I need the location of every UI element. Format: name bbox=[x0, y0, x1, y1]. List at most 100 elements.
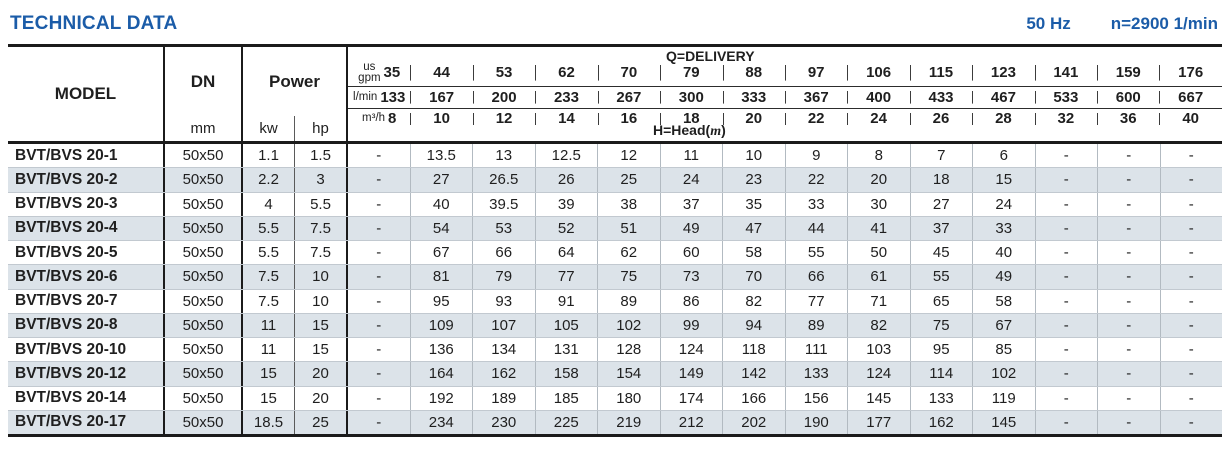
head-value-cell: 8 bbox=[847, 144, 910, 168]
flow-value: 106 bbox=[866, 64, 892, 81]
delivery-label-row: Q=DELIVERY bbox=[348, 47, 1222, 64]
hp-cell: 5.5 bbox=[295, 192, 348, 216]
head-value-cell: 58 bbox=[722, 241, 785, 265]
flow-value: 88 bbox=[745, 64, 763, 81]
flow-value: 267 bbox=[616, 88, 642, 106]
head-value-cell: 66 bbox=[784, 265, 848, 289]
flow-value: 10 bbox=[433, 110, 450, 127]
head-value-cell: 99 bbox=[659, 313, 723, 337]
flow-value: 44 bbox=[433, 64, 450, 81]
head-value-cell: 77 bbox=[534, 265, 598, 289]
flow-value-cell: 32 bbox=[1034, 108, 1098, 129]
flow-value: 14 bbox=[558, 110, 575, 127]
head-value-cell: 9 bbox=[784, 144, 848, 168]
head-value-cell: 162 bbox=[909, 410, 973, 434]
flow-value: 40 bbox=[1182, 110, 1200, 127]
head-value-cell: 65 bbox=[909, 289, 973, 313]
delivery-header-section: Q=DELIVERY us gpm 35 44 53 62 70 79 88 97 106 115 1… bbox=[348, 47, 1222, 141]
head-value-cell: 53 bbox=[472, 216, 535, 240]
flow-unit-label: l/min bbox=[353, 90, 378, 103]
dn-cell: 50x50 bbox=[165, 338, 243, 362]
model-column-header: MODEL bbox=[8, 47, 165, 141]
head-value-cell: - bbox=[376, 316, 382, 334]
dn-cell: 50x50 bbox=[165, 410, 243, 434]
head-value-cell: 190 bbox=[784, 410, 848, 434]
head-value-cell: 49 bbox=[972, 265, 1035, 289]
head-value-cell: 30 bbox=[847, 192, 910, 216]
flow-value: 35 bbox=[383, 64, 401, 81]
head-value-cell: 55 bbox=[909, 265, 973, 289]
hp-cell: 7.5 bbox=[295, 216, 348, 240]
flow-value-cell: 159 bbox=[1097, 59, 1160, 86]
head-value-cell: 174 bbox=[659, 386, 723, 410]
flow-value: 26 bbox=[932, 110, 950, 127]
head-value-cell: 177 bbox=[847, 410, 910, 434]
head-value-cell: 25 bbox=[597, 168, 660, 192]
page-header: TECHNICAL DATA 50 Hz n=2900 1/min bbox=[10, 13, 1218, 35]
flow-value-cell: 70 bbox=[597, 59, 661, 86]
head-value-cell: 13.5 bbox=[409, 144, 473, 168]
head-value-cell: 156 bbox=[784, 386, 848, 410]
flow-value: 53 bbox=[495, 64, 513, 81]
dn-cell: 50x50 bbox=[165, 168, 243, 192]
head-value-cell: 49 bbox=[659, 216, 723, 240]
head-value-cell: 40 bbox=[409, 192, 473, 216]
flow-value: 176 bbox=[1178, 64, 1204, 81]
head-value-cell: - bbox=[376, 268, 382, 286]
head-value-cell: 133 bbox=[909, 386, 973, 410]
head-value-cell: 119 bbox=[972, 386, 1035, 410]
head-value-cell: 85 bbox=[972, 338, 1035, 362]
flow-value-cell: 467 bbox=[972, 86, 1035, 108]
head-value-cell: - bbox=[1034, 192, 1098, 216]
head-value-cell: 7 bbox=[909, 144, 973, 168]
flow-value: 36 bbox=[1119, 110, 1137, 127]
head-value-cell: - bbox=[1034, 362, 1098, 386]
dn-cell: 50x50 bbox=[165, 192, 243, 216]
flow-unit-label: us gpm bbox=[358, 61, 381, 84]
head-value-cell: - bbox=[1159, 144, 1223, 168]
head-value-cell: - bbox=[1034, 338, 1098, 362]
head-value-cell: - bbox=[1159, 410, 1223, 434]
table-row: BVT/BVS 20-7 50x50 7.5 10 - 95 93 91 89 86 82 77 71 6… bbox=[8, 289, 1223, 314]
table-row: BVT/BVS 20-10 50x50 11 15-136 134 131 128 124 11… bbox=[8, 338, 1223, 363]
head-value-cell: - bbox=[1159, 362, 1223, 386]
head-value-cell: 128 bbox=[597, 338, 660, 362]
flow-value-cell: 10 bbox=[410, 108, 473, 129]
flow-value-cell: 53 bbox=[472, 59, 536, 86]
head-value-cell: - bbox=[1159, 338, 1223, 362]
flow-value-cell: 267 bbox=[597, 86, 661, 108]
head-value-cell: - bbox=[1034, 216, 1098, 240]
dn-column-header: DN mm bbox=[165, 47, 243, 141]
flow-value: 300 bbox=[678, 88, 704, 106]
head-value-cell: - bbox=[1034, 241, 1098, 265]
flow-value: 12 bbox=[495, 110, 513, 127]
head-value-cell: 27 bbox=[909, 192, 973, 216]
flow-value: 533 bbox=[1053, 88, 1079, 106]
head-label-suffix: ) bbox=[721, 122, 726, 138]
kw-cell: 5.5 bbox=[243, 241, 295, 265]
head-value-cell: 142 bbox=[722, 362, 785, 386]
head-value-cell: 24 bbox=[659, 168, 723, 192]
flow-value-cell: 141 bbox=[1034, 59, 1098, 86]
head-value-cell: 136 bbox=[409, 338, 473, 362]
flow-value-cell: 300 bbox=[660, 86, 723, 108]
model-cell: BVT/BVS 20-2 bbox=[8, 168, 165, 192]
delivery-label: Q=DELIVERY bbox=[666, 48, 755, 64]
flow-value-cell: 14 bbox=[535, 108, 598, 129]
flow-value-cell: 26 bbox=[909, 108, 973, 129]
flow-value-cell: 79 bbox=[660, 59, 723, 86]
head-value-cell: - bbox=[1159, 289, 1223, 313]
head-value-cell: 38 bbox=[597, 192, 660, 216]
head-value-cell: 75 bbox=[909, 313, 973, 337]
head-value-cell: 118 bbox=[722, 338, 785, 362]
head-value-cell: 79 bbox=[472, 265, 535, 289]
flow-value: 32 bbox=[1057, 110, 1075, 127]
head-value-cell: - bbox=[1097, 338, 1160, 362]
table-row: BVT/BVS 20-6 50x50 7.5 10 - 81 79 77 75 73 70 66 61 5… bbox=[8, 265, 1222, 290]
head-value-cell: 131 bbox=[534, 338, 598, 362]
flow-value: 62 bbox=[558, 64, 575, 81]
dn-cell: 50x50 bbox=[165, 289, 243, 313]
table-row: BVT/BVS 20-2 50x50 2.2 3 - 27 26.5 26 25 24 23 22 20… bbox=[8, 168, 1222, 193]
head-value-cell: 39 bbox=[534, 192, 598, 216]
